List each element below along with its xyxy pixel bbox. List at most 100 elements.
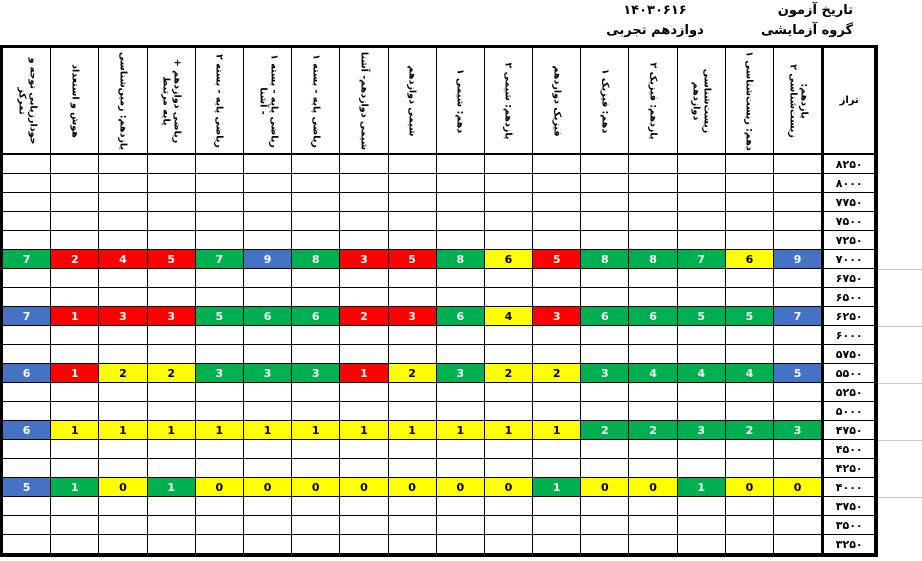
empty-cell[interactable] [388,231,437,250]
empty-cell[interactable] [3,497,52,516]
taraz-cell[interactable]: ۶۲۵۰ [822,307,876,326]
score-cell[interactable]: 1 [195,421,244,440]
empty-cell[interactable] [195,155,244,174]
score-cell[interactable]: 0 [774,478,823,497]
empty-cell[interactable] [484,516,534,535]
empty-cell[interactable] [581,459,630,478]
column-header-cell[interactable]: دهم: فیزیک ۱ [581,48,630,155]
empty-cell[interactable] [436,440,485,459]
taraz-cell[interactable]: ۴۷۵۰ [822,421,876,440]
empty-cell[interactable] [195,326,244,345]
score-cell[interactable]: 3 [195,364,244,383]
empty-cell[interactable] [99,288,148,307]
empty-cell[interactable] [243,440,293,459]
empty-cell[interactable] [195,516,244,535]
empty-cell[interactable] [533,288,582,307]
empty-cell[interactable] [147,383,196,402]
empty-cell[interactable] [195,193,244,212]
empty-cell[interactable] [436,212,485,231]
empty-cell[interactable] [581,155,630,174]
empty-cell[interactable] [533,440,582,459]
score-cell[interactable]: 6 [3,421,52,440]
empty-cell[interactable] [484,440,534,459]
empty-cell[interactable] [147,440,196,459]
empty-cell[interactable] [388,212,437,231]
empty-cell[interactable] [99,326,148,345]
taraz-cell[interactable]: ۶۷۵۰ [822,269,876,288]
empty-cell[interactable] [147,535,196,554]
empty-cell[interactable] [388,402,437,421]
empty-cell[interactable] [243,174,293,193]
score-cell[interactable]: 9 [774,250,823,269]
taraz-cell[interactable]: ۵۵۰۰ [822,364,876,383]
empty-cell[interactable] [774,516,823,535]
taraz-cell[interactable]: ۴۰۰۰ [822,478,876,497]
empty-cell[interactable] [340,383,389,402]
empty-cell[interactable] [388,193,437,212]
score-cell[interactable]: 2 [725,421,774,440]
empty-cell[interactable] [629,288,678,307]
empty-cell[interactable] [774,212,823,231]
empty-cell[interactable] [292,212,341,231]
empty-cell[interactable] [581,193,630,212]
empty-cell[interactable] [484,193,534,212]
score-cell[interactable]: 3 [774,421,823,440]
empty-cell[interactable] [533,231,582,250]
empty-cell[interactable] [629,497,678,516]
empty-cell[interactable] [774,155,823,174]
empty-cell[interactable] [436,535,485,554]
empty-cell[interactable] [340,326,389,345]
score-cell[interactable]: 1 [436,421,485,440]
score-cell[interactable]: 2 [99,364,148,383]
empty-cell[interactable] [243,193,293,212]
empty-cell[interactable] [292,440,341,459]
score-cell[interactable]: 3 [677,421,726,440]
empty-cell[interactable] [243,345,293,364]
empty-cell[interactable] [99,345,148,364]
empty-cell[interactable] [533,345,582,364]
empty-cell[interactable] [581,231,630,250]
empty-cell[interactable] [677,193,726,212]
empty-cell[interactable] [195,402,244,421]
empty-cell[interactable] [99,212,148,231]
empty-cell[interactable] [484,345,534,364]
taraz-cell[interactable]: ۷۲۵۰ [822,231,876,250]
score-cell[interactable]: 2 [533,364,582,383]
empty-cell[interactable] [725,269,774,288]
score-cell[interactable]: 1 [243,421,293,440]
empty-cell[interactable] [292,288,341,307]
empty-cell[interactable] [677,288,726,307]
column-header-cell[interactable]: شیمی دوازدهم [388,48,437,155]
empty-cell[interactable] [99,497,148,516]
empty-cell[interactable] [99,516,148,535]
score-cell[interactable]: 3 [388,307,437,326]
score-cell[interactable]: 1 [51,478,100,497]
empty-cell[interactable] [484,155,534,174]
empty-cell[interactable] [340,174,389,193]
empty-cell[interactable] [51,535,100,554]
empty-cell[interactable] [774,402,823,421]
empty-cell[interactable] [243,535,293,554]
score-cell[interactable]: 0 [436,478,485,497]
score-cell[interactable]: 3 [292,364,341,383]
empty-cell[interactable] [774,193,823,212]
empty-cell[interactable] [51,383,100,402]
empty-cell[interactable] [3,231,52,250]
empty-cell[interactable] [3,459,52,478]
score-cell[interactable]: 6 [292,307,341,326]
empty-cell[interactable] [243,212,293,231]
score-cell[interactable]: 5 [725,307,774,326]
empty-cell[interactable] [147,269,196,288]
empty-cell[interactable] [533,535,582,554]
score-cell[interactable]: 1 [388,421,437,440]
empty-cell[interactable] [3,193,52,212]
empty-cell[interactable] [629,516,678,535]
empty-cell[interactable] [774,326,823,345]
score-cell[interactable]: 4 [484,307,534,326]
empty-cell[interactable] [292,193,341,212]
score-cell[interactable]: 2 [388,364,437,383]
column-header-cell[interactable]: زیست‌شناسی دوازدهم [677,48,726,155]
score-cell[interactable]: 9 [243,250,293,269]
score-cell[interactable]: 3 [340,250,389,269]
empty-cell[interactable] [340,535,389,554]
